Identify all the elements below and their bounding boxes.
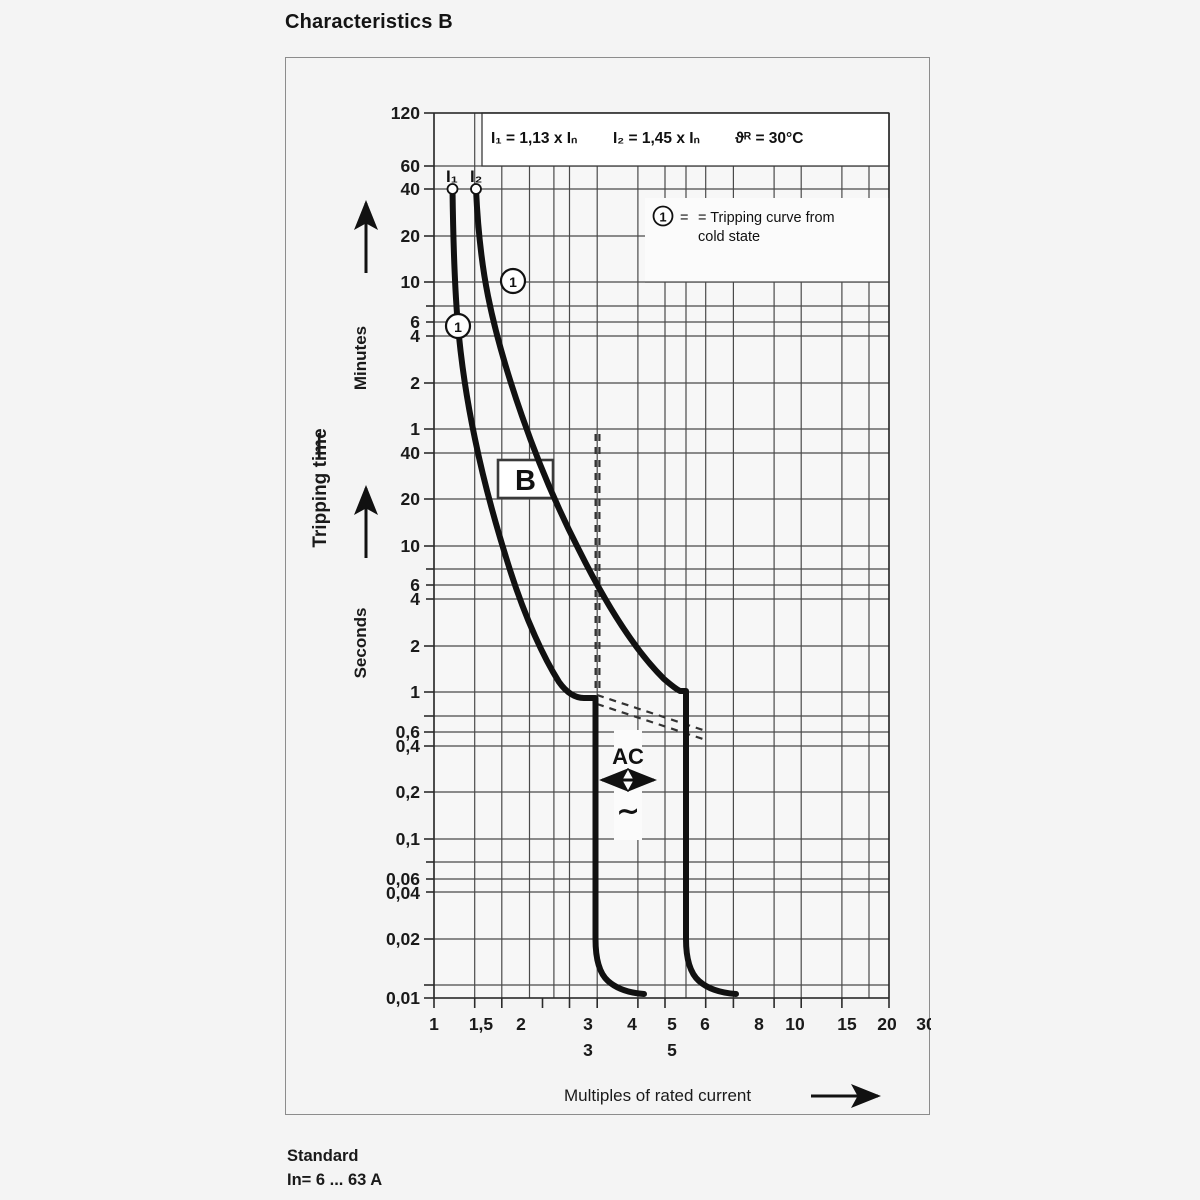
y-axis-labels-seconds: 40 20 10 6 4 2 1 0,6 0,4 0,2 0,1 0,06 0,…	[386, 443, 420, 1008]
legend-marker-number: 1	[659, 210, 666, 225]
x-tick-4: 4	[627, 1014, 637, 1034]
curve-type-label: B	[496, 458, 555, 500]
y-tick-sec-4: 4	[410, 589, 420, 609]
legend-marker-circle	[652, 205, 674, 227]
x-tick-15b: 15	[837, 1014, 857, 1034]
footer-standard-label: Standard	[287, 1147, 359, 1165]
y-tick-min-120: 120	[391, 103, 420, 123]
footer-block: Standard In= 6 ... 63 A	[287, 1145, 382, 1193]
y-tick-sec-001: 0,01	[386, 988, 420, 1008]
y-axis-title-group: Tripping time — Minutes Seconds	[302, 200, 378, 679]
y-tick-sec-002: 0,02	[386, 929, 420, 949]
y-tick-min-1: 1	[410, 419, 420, 439]
x-axis-ticks	[433, 998, 890, 1008]
y-tick-sec-40: 40	[401, 443, 421, 463]
x-tick-2: 2	[516, 1014, 526, 1034]
legend-text-line2: cold state	[698, 229, 760, 245]
origin-marker-i1-label: I₁	[446, 167, 458, 186]
x-tick-8: 8	[754, 1014, 764, 1034]
y-tick-sec-02: 0,2	[396, 782, 421, 802]
x-tick-3: 3	[583, 1014, 593, 1034]
figure-frame: I₁ = 1,13 x Iₙ I₂ = 1,45 x Iₙ ϑᴿ = 30°C …	[285, 57, 931, 1116]
x-tick-5: 5	[667, 1014, 677, 1034]
x-tick-6: 6	[700, 1014, 710, 1034]
cold-state-marker-left-circle	[444, 312, 472, 340]
y-axis-title: Tripping time	[310, 428, 331, 547]
origin-marker-i2-dot	[470, 183, 482, 195]
y-tick-sec-006: 0,06	[386, 869, 420, 889]
y-tick-min-60: 60	[401, 156, 421, 176]
x-axis-secondary-labels: 3 5	[583, 1040, 677, 1060]
y-tick-min-40: 40	[401, 179, 421, 199]
cold-state-marker-right-circle	[499, 267, 527, 295]
x-secondary-tick-5: 5	[667, 1040, 677, 1060]
ac-tilde-symbol: ∼	[617, 796, 640, 826]
x-tick-20: 20	[877, 1014, 897, 1034]
ac-band-marker: AC ∼	[599, 730, 657, 840]
y-tick-min-6: 6	[410, 312, 420, 332]
x-tick-30: 30	[916, 1014, 931, 1034]
formula-i2: I₂ = 1,45 x Iₙ	[613, 130, 700, 147]
y-tick-min-4: 4	[410, 326, 420, 346]
formula-theta: ϑᴿ = 30°C	[735, 130, 803, 147]
legend-panel	[645, 198, 889, 282]
y-axis-subtitle-minutes: Minutes	[351, 326, 370, 390]
x-tick-15: 1,5	[469, 1014, 494, 1034]
x-axis-labels: 1 1,5 2 3 4 5 6 8 10 15 20 30	[429, 1014, 931, 1034]
y-axis-subtitle-seconds: Seconds	[351, 608, 370, 679]
legend-cold-state: 1 = = Tripping curve from cold state	[652, 205, 835, 245]
y-tick-sec-10: 10	[401, 536, 421, 556]
origin-marker-i2-label: I₂	[470, 167, 482, 186]
origin-marker-i1-dot	[446, 183, 459, 195]
curve-type-letter: B	[515, 465, 536, 497]
legend-equals: =	[680, 210, 688, 226]
y-tick-min-20: 20	[401, 226, 421, 246]
y-tick-sec-06: 0,6	[396, 722, 421, 742]
x-secondary-tick-3: 3	[583, 1040, 593, 1060]
page-title: Characteristics B	[285, 11, 453, 33]
upper-boundary-curve	[473, 186, 739, 997]
formula-i1: I₁ = 1,13 x Iₙ	[491, 130, 577, 147]
y-tick-sec-1: 1	[410, 682, 420, 702]
y-tick-min-10: 10	[401, 272, 421, 292]
cold-state-marker-right-label: 1	[509, 274, 517, 290]
y-tick-min-2: 2	[410, 373, 420, 393]
cold-state-marker-left-label: 1	[454, 319, 462, 335]
formula-panel	[481, 112, 890, 167]
x-axis-title-group: Multiples of rated current	[564, 1084, 881, 1108]
ac-label: AC	[612, 744, 644, 769]
tripping-characteristic-chart: I₁ = 1,13 x Iₙ I₂ = 1,45 x Iₙ ϑᴿ = 30°C …	[302, 103, 931, 1108]
legend-text-line1: = Tripping curve from	[698, 210, 835, 226]
y-axis-labels-minutes: 120 60 40 20 10 6 4 2 1	[391, 103, 420, 439]
origin-markers: I₁ I₂	[446, 167, 482, 195]
footer-rated-current: In= 6 ... 63 A	[287, 1170, 383, 1189]
x-tick-1: 1	[429, 1014, 439, 1034]
y-tick-sec-01: 0,1	[396, 829, 421, 849]
y-tick-sec-6: 6	[410, 575, 420, 595]
x-tick-10: 10	[785, 1014, 805, 1034]
x-axis-title: Multiples of rated current	[564, 1086, 751, 1105]
cold-state-markers: 1 1	[444, 267, 527, 340]
y-axis-separator: —	[302, 433, 332, 459]
y-tick-sec-2: 2	[410, 636, 420, 656]
y-tick-sec-004: 0,04	[386, 883, 420, 903]
y-axis-ticks	[424, 112, 434, 999]
y-tick-sec-04: 0,4	[396, 736, 421, 756]
plot-frame	[433, 112, 890, 999]
y-tick-sec-20: 20	[401, 489, 421, 509]
chart-canvas: I₁ = 1,13 x Iₙ I₂ = 1,45 x Iₙ ϑᴿ = 30°C …	[286, 58, 931, 1116]
